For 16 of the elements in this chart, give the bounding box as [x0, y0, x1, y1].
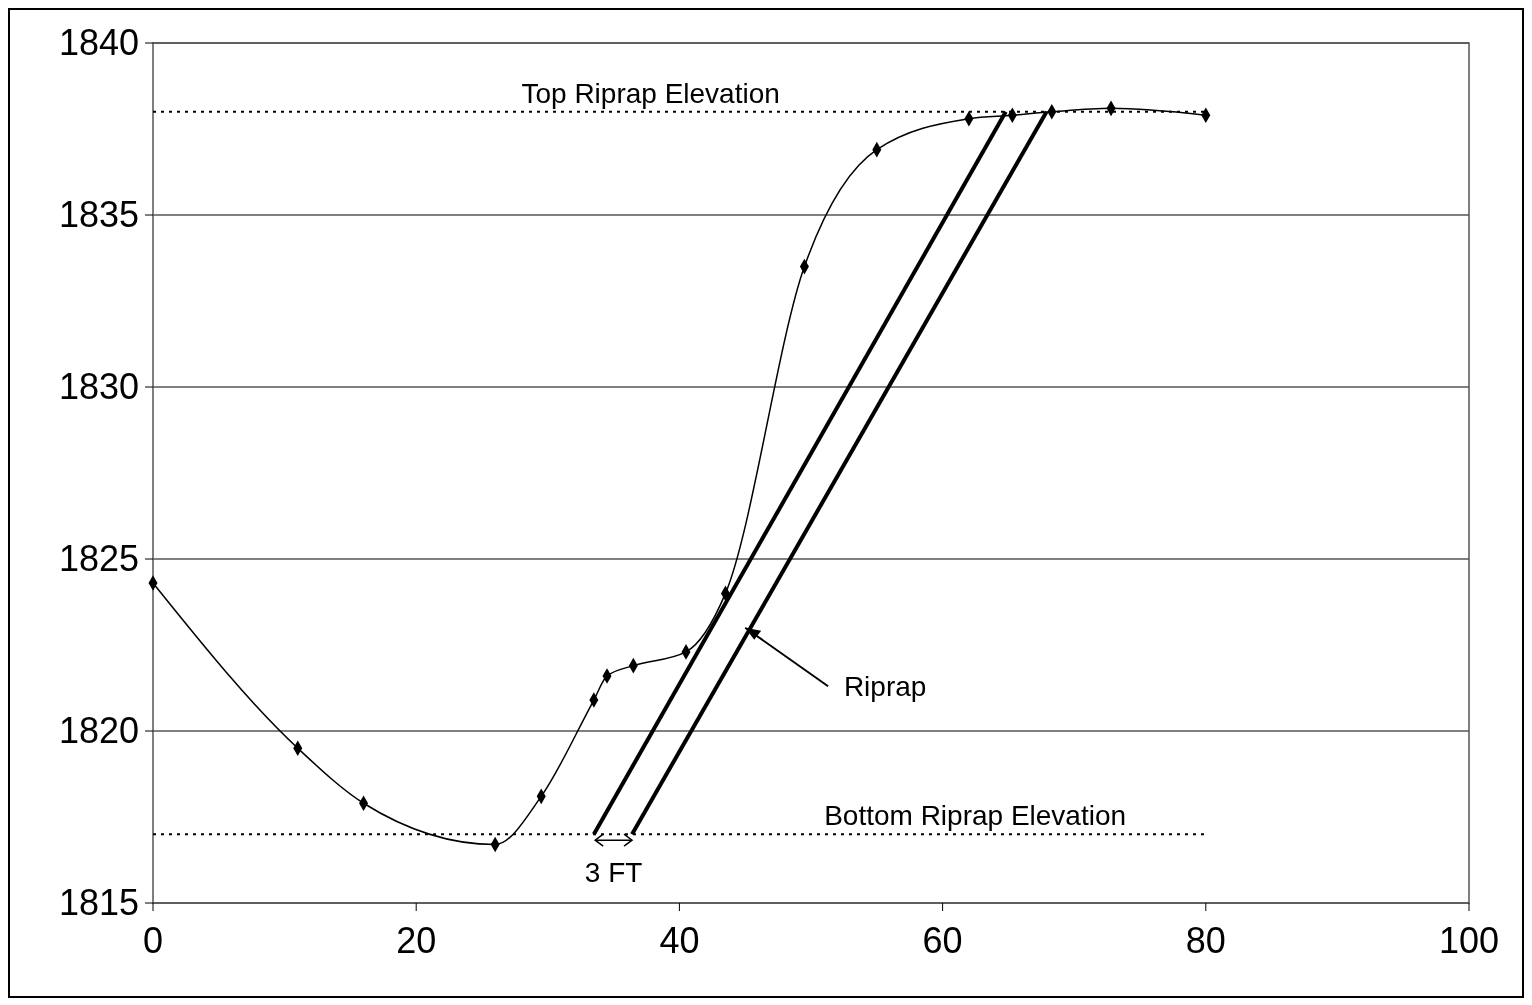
x-tick-label: 60 [922, 920, 963, 961]
x-tick-label: 40 [659, 920, 700, 961]
y-tick-label: 1825 [58, 538, 139, 579]
y-tick-label: 1815 [58, 882, 139, 923]
ref-line-label: Top Riprap Elevation [521, 77, 780, 109]
ref-line-label: Bottom Riprap Elevation [824, 800, 1127, 832]
x-tick-label: 100 [1438, 920, 1500, 961]
x-tick-label: 80 [1185, 920, 1226, 961]
x-tick-label: 0 [142, 920, 164, 961]
x-tick-label: 20 [396, 920, 437, 961]
y-tick-label: 1820 [58, 710, 139, 751]
y-tick-label: 1840 [58, 22, 139, 63]
y-tick-label: 1835 [58, 194, 139, 235]
y-tick-label: 1830 [58, 366, 139, 407]
annotation: Riprap [843, 671, 927, 703]
annotation: 3 FT [584, 857, 643, 889]
